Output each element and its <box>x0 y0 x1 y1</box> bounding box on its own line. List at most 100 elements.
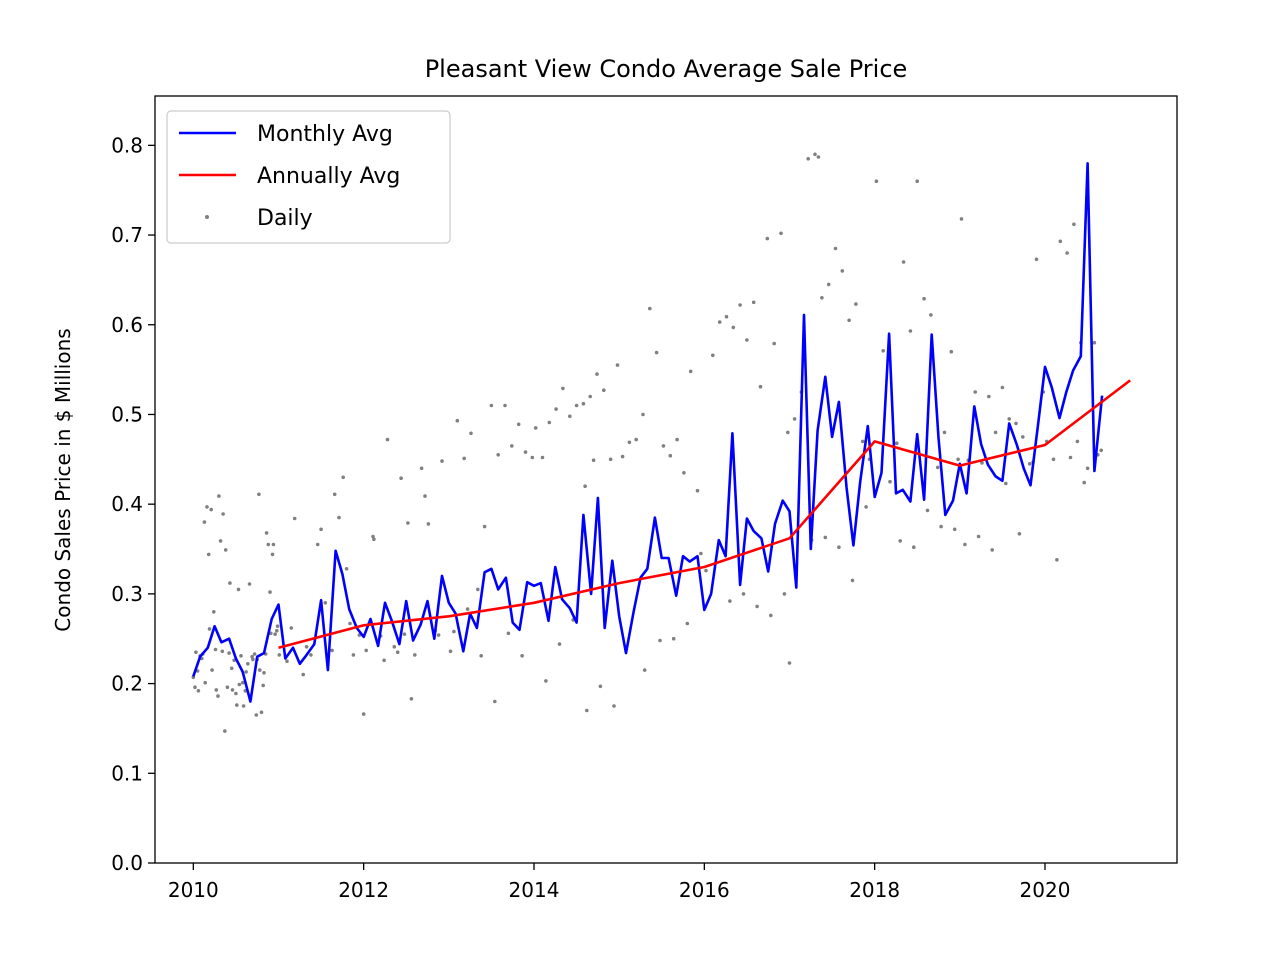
daily-point <box>1085 466 1090 471</box>
y-tick-label: 0.7 <box>111 223 143 247</box>
daily-point <box>252 652 257 656</box>
daily-point <box>330 648 334 653</box>
daily-point <box>193 685 197 689</box>
daily-point <box>987 394 991 399</box>
daily-point <box>516 422 521 427</box>
daily-point <box>212 610 216 614</box>
daily-point <box>634 437 638 442</box>
daily-point <box>755 604 759 609</box>
daily-point <box>266 542 271 547</box>
daily-point <box>1034 257 1039 262</box>
daily-point <box>695 488 700 493</box>
daily-point <box>452 629 456 634</box>
y-axis-ticks: 0.0 0.1 0.2 0.3 0.4 0.5 0.6 0.7 0.8 <box>111 133 155 875</box>
y-tick-label: 0.1 <box>111 761 143 785</box>
daily-point <box>385 437 390 442</box>
daily-point <box>289 626 294 630</box>
daily-point <box>602 388 606 393</box>
daily-point <box>268 590 272 594</box>
daily-point <box>837 545 841 549</box>
y-axis-label: Condo Sales Price in $ Millions <box>51 328 75 631</box>
daily-point <box>648 306 652 311</box>
daily-point <box>448 649 453 654</box>
daily-point <box>262 671 266 675</box>
daily-point <box>881 349 885 353</box>
daily-point <box>277 653 282 657</box>
daily-point <box>218 539 223 543</box>
daily-point <box>207 627 212 631</box>
daily-point <box>210 668 214 672</box>
daily-point <box>704 568 708 573</box>
x-tick-label: 2016 <box>679 878 730 902</box>
daily-point <box>455 418 460 423</box>
daily-point <box>816 155 821 159</box>
daily-point <box>196 689 201 693</box>
daily-point <box>239 654 243 658</box>
daily-point <box>627 440 632 445</box>
daily-point <box>203 680 207 685</box>
y-tick-label: 0.8 <box>111 133 143 157</box>
daily-point <box>332 492 337 497</box>
daily-point <box>348 621 352 626</box>
daily-point <box>671 636 676 641</box>
daily-point <box>779 231 783 236</box>
annually-avg-line <box>278 379 1131 649</box>
daily-point <box>323 601 328 605</box>
daily-point <box>261 683 266 688</box>
x-tick-label: 2014 <box>509 878 560 902</box>
daily-point <box>583 484 587 489</box>
daily-point <box>216 694 220 698</box>
daily-point <box>826 282 831 287</box>
x-tick-label: 2012 <box>338 878 389 902</box>
daily-point <box>271 542 276 547</box>
daily-point <box>229 666 234 671</box>
daily-point <box>588 394 592 399</box>
daily-point <box>1051 457 1056 462</box>
daily-point <box>337 515 341 520</box>
daily-point <box>685 621 690 626</box>
daily-point <box>1017 532 1022 536</box>
daily-point <box>240 680 245 685</box>
daily-point <box>523 450 528 454</box>
daily-point <box>1000 385 1005 390</box>
daily-point <box>745 338 749 342</box>
daily-point <box>963 542 967 547</box>
daily-point <box>344 567 349 571</box>
daily-point <box>241 704 246 708</box>
daily-point <box>850 578 855 583</box>
daily-point <box>244 670 248 674</box>
daily-point <box>557 642 562 646</box>
daily-point <box>769 613 773 618</box>
daily-point <box>476 587 480 592</box>
daily-point <box>682 471 686 475</box>
daily-point <box>925 508 930 513</box>
daily-point <box>372 537 376 541</box>
daily-point <box>595 372 599 376</box>
daily-point <box>751 300 756 305</box>
daily-point <box>223 548 228 552</box>
daily-point <box>585 708 589 713</box>
daily-point <box>598 684 603 689</box>
daily-point <box>254 713 259 717</box>
daily-point <box>227 651 231 655</box>
daily-point <box>1065 251 1069 255</box>
daily-point <box>642 668 647 672</box>
daily-point <box>813 152 817 157</box>
daily-point <box>620 454 625 459</box>
daily-point <box>406 521 410 525</box>
daily-point <box>554 407 558 411</box>
daily-point <box>956 457 960 462</box>
daily-point <box>898 539 902 543</box>
daily-point <box>935 465 940 470</box>
daily-point <box>220 649 225 654</box>
daily-point <box>641 412 645 417</box>
daily-point <box>361 712 366 716</box>
daily-point <box>675 437 679 442</box>
daily-point <box>847 318 851 323</box>
daily-point <box>731 325 736 330</box>
daily-point <box>1082 480 1086 485</box>
daily-point <box>1027 462 1032 466</box>
daily-point <box>787 661 792 665</box>
daily-point <box>275 624 280 628</box>
